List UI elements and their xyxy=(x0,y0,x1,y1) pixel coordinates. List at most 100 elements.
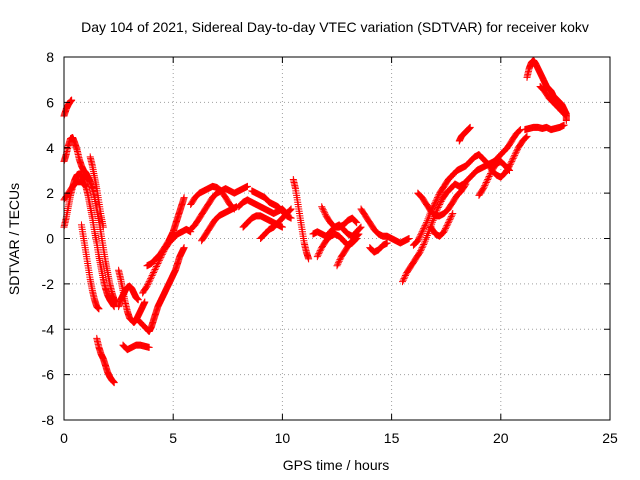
data-point xyxy=(507,159,515,167)
data-point xyxy=(315,250,323,258)
data-point xyxy=(441,226,449,234)
data-point xyxy=(134,296,142,304)
series-arc-m xyxy=(143,194,188,270)
data-point xyxy=(510,153,518,161)
series-arc-af xyxy=(455,123,474,145)
data-point xyxy=(180,194,188,202)
series-arc-u xyxy=(289,176,313,263)
x-axis-label: GPS time / hours xyxy=(283,457,390,473)
data-point xyxy=(420,225,428,233)
data-point xyxy=(320,207,328,215)
y-tick-label: -4 xyxy=(42,321,55,337)
data-point xyxy=(485,172,493,180)
y-tick-label: 6 xyxy=(46,94,54,110)
data-point xyxy=(286,206,294,214)
data-point xyxy=(357,223,365,231)
data-point xyxy=(148,272,156,280)
y-tick-label: 2 xyxy=(46,185,54,201)
data-point xyxy=(561,110,569,118)
data-point xyxy=(146,276,154,284)
data-point xyxy=(482,179,490,187)
x-tick-label: 0 xyxy=(60,430,68,446)
data-point xyxy=(305,255,313,263)
data-point xyxy=(513,147,521,155)
series-arc-ag xyxy=(475,157,514,199)
data-point xyxy=(150,269,158,277)
data-point xyxy=(152,262,160,270)
series-arc-k xyxy=(134,244,188,336)
data-point xyxy=(443,222,451,230)
y-tick-label: 8 xyxy=(46,49,54,65)
data-point xyxy=(287,214,295,222)
data-point xyxy=(431,198,439,206)
data-point xyxy=(562,111,570,119)
data-point xyxy=(110,379,118,387)
data-point xyxy=(431,200,439,208)
data-point xyxy=(355,230,363,238)
data-point xyxy=(354,231,362,239)
data-point xyxy=(145,278,153,286)
data-point xyxy=(420,223,428,231)
data-point xyxy=(512,148,520,156)
data-point xyxy=(319,206,327,214)
data-point xyxy=(442,223,450,231)
data-point xyxy=(486,171,494,179)
data-point xyxy=(417,229,425,237)
series-arc-y xyxy=(333,230,363,270)
data-point xyxy=(399,276,407,284)
data-point xyxy=(351,217,359,225)
data-point xyxy=(447,213,455,221)
series-arc-f xyxy=(86,153,107,231)
data-point xyxy=(150,267,158,275)
data-point xyxy=(334,259,342,267)
data-point xyxy=(143,282,151,290)
series-arc-i xyxy=(115,282,142,311)
series-arc-e xyxy=(77,221,103,313)
data-point xyxy=(81,182,89,190)
data-point xyxy=(334,260,342,268)
data-point xyxy=(522,134,530,142)
data-point xyxy=(508,157,516,165)
y-tick-label: 4 xyxy=(46,140,54,156)
data-point xyxy=(82,182,90,190)
data-point xyxy=(313,253,321,261)
y-tick-label: 0 xyxy=(46,231,54,247)
data-point xyxy=(434,192,442,200)
data-point xyxy=(152,264,160,272)
x-tick-label: 25 xyxy=(602,430,618,446)
plot-frame xyxy=(63,56,611,421)
x-tick-label: 10 xyxy=(275,430,291,446)
data-point xyxy=(436,199,444,207)
series-arc-z xyxy=(357,205,413,247)
data-point xyxy=(151,266,159,274)
data-point xyxy=(243,182,251,190)
data-point xyxy=(444,220,452,228)
tick-labels: 0 5 10 15 20 25 -8 -6 -4 -2 0 2 4 6 8 xyxy=(42,49,618,446)
data-point xyxy=(420,241,428,249)
data-point xyxy=(415,235,423,243)
data-point xyxy=(462,180,470,188)
data-point xyxy=(399,278,407,286)
data-point xyxy=(522,133,530,141)
data-point xyxy=(506,166,514,174)
data-point xyxy=(318,204,326,212)
data-point xyxy=(353,231,361,239)
series-arc-p xyxy=(198,203,241,245)
data-point xyxy=(504,165,512,173)
data-point xyxy=(318,203,326,211)
data-point xyxy=(430,201,438,209)
data-point xyxy=(433,194,441,202)
series-arc-aa xyxy=(366,239,391,256)
y-axis-label: SDTVAR / TECUs xyxy=(6,183,22,295)
data-point xyxy=(145,343,153,351)
data-point xyxy=(523,132,531,140)
data-point xyxy=(445,217,453,225)
data-point xyxy=(505,166,513,174)
data-point xyxy=(416,248,424,256)
data-point xyxy=(466,123,474,131)
data-point xyxy=(434,203,442,211)
data-point xyxy=(418,228,426,236)
series-arc-g xyxy=(93,334,118,387)
data-point xyxy=(147,273,155,281)
